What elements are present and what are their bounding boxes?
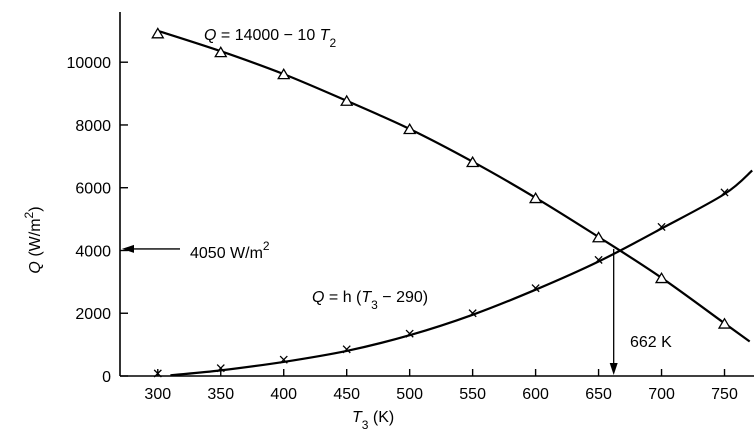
series-1-point [528,191,543,204]
series-1-point [465,155,480,168]
y-tick-label: 4000 [75,243,111,260]
x-tick-label: 400 [270,386,297,403]
x-tick-label: 500 [396,386,423,403]
series-1-point [403,122,417,135]
series-2-point [720,188,729,197]
series-2-point [279,355,288,364]
series-2-point [657,222,666,232]
point-stroke [531,284,540,293]
series-2-point [216,364,225,373]
point-stroke [405,329,414,338]
series-2-point [531,284,540,293]
flux-label: 4050 W/m2 [190,239,270,262]
y-tick-label: 0 [102,369,111,386]
y-tick-label: 2000 [75,306,111,323]
series-2-point [405,329,414,338]
point-stroke [342,345,351,354]
series-1-point [591,231,606,243]
series-1-point [654,271,669,284]
point-stroke [216,364,225,373]
x-tick-label: 300 [144,386,171,403]
y-axis-label: Q (W/m2) [22,206,44,273]
markers [151,27,732,378]
series-2-point [342,345,351,354]
x-tick-label: 450 [333,386,360,403]
series-1-point [151,27,165,39]
x-tick-label: 700 [648,386,675,403]
y-tick-label: 10000 [67,55,112,72]
temp-label: 662 K [630,334,672,351]
curves [157,29,753,377]
temp-arrow-head [609,363,618,375]
x-axis-label: T3 (K) [352,409,394,432]
temp-arrow [609,248,618,375]
axes [119,12,754,377]
curve2-label: Q = h (T3 − 290) [312,289,428,312]
x-tick-label: 750 [711,386,738,403]
x-tick-label: 550 [459,386,486,403]
flux-arrow [122,244,180,253]
ticks: 0 2000 4000 6000 8000 10000 300 350 400 450 500 550… [67,55,738,403]
point-stroke [468,309,477,318]
series-1-point [214,46,228,58]
point-stroke [153,369,162,378]
point-stroke [594,255,603,264]
series-2-line [170,169,753,377]
series-1-point [717,317,732,329]
series-1-point [340,94,354,106]
curve1-label: Q = 14000 − 10 T2 [204,27,336,50]
series-2-point [594,255,603,264]
series-2-point [153,369,162,378]
x-tick-label: 600 [522,386,549,403]
y-tick-label: 8000 [75,118,111,135]
x-tick-label: 350 [207,386,234,403]
series-2-point [468,309,477,318]
series-1-line [157,29,751,343]
y-tick-label: 6000 [75,181,111,198]
flux-arrow-head [122,244,134,253]
point-stroke [279,355,288,364]
point-stroke [657,222,666,232]
point-stroke [720,188,729,197]
series-1-point [277,67,291,80]
x-tick-label: 650 [585,386,612,403]
